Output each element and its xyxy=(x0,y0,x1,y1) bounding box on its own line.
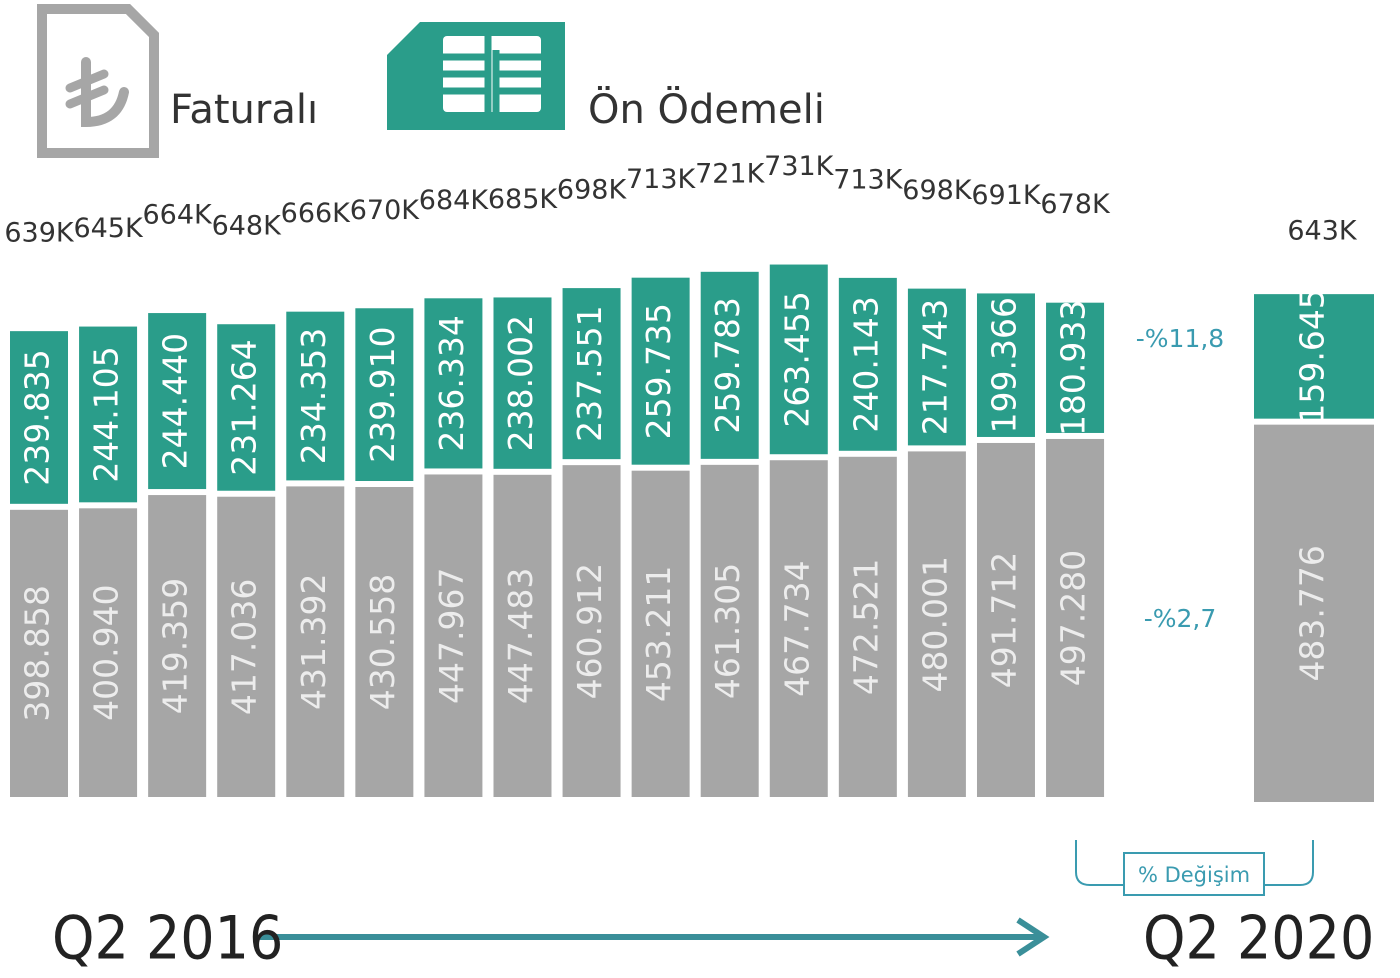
segment-label: 430.558 xyxy=(363,574,402,710)
segment-label: 447.483 xyxy=(501,568,540,704)
total-label: 670K xyxy=(350,195,421,226)
segment-label: 398.858 xyxy=(18,585,57,721)
total-label: 721K xyxy=(695,158,766,189)
arrow-head xyxy=(1016,917,1050,957)
segment-label: 239.835 xyxy=(18,349,57,485)
prepaid-bar xyxy=(1254,294,1374,419)
postpaid-bar xyxy=(148,495,207,797)
total-label: 643K xyxy=(1287,216,1358,247)
total-label: 684K xyxy=(419,185,490,216)
total-label: 678K xyxy=(1040,189,1111,220)
postpaid-bar xyxy=(562,465,621,797)
segment-label: 417.036 xyxy=(225,579,264,715)
segment-label: 239.910 xyxy=(363,326,402,462)
segment-label: 159.645 xyxy=(1293,288,1332,424)
prepaid-bar xyxy=(355,308,414,481)
postpaid-bar xyxy=(424,474,483,797)
prepaid-bar xyxy=(907,288,966,446)
total-label: 685K xyxy=(488,184,559,215)
total-label: 731K xyxy=(764,151,835,182)
total-label: 666K xyxy=(281,198,352,229)
segment-label: 237.551 xyxy=(570,305,609,441)
segment-label: 431.392 xyxy=(294,573,333,709)
prepaid-bar xyxy=(148,313,207,490)
total-label: 698K xyxy=(902,175,973,206)
segment-label: 231.264 xyxy=(225,339,264,475)
postpaid-bar xyxy=(976,442,1035,797)
change-caption: % Değişim xyxy=(1138,863,1250,887)
segment-label: 472.521 xyxy=(846,559,885,695)
segment-label: 244.105 xyxy=(87,346,126,482)
prepaid-bar xyxy=(79,326,138,503)
legend-prepaid: Ön Ödemeli xyxy=(588,85,825,133)
segment-label: 467.734 xyxy=(777,560,816,696)
postpaid-bar xyxy=(355,486,414,797)
total-label: 713K xyxy=(626,164,697,195)
segment-label: 447.967 xyxy=(432,567,471,703)
postpaid-bar xyxy=(700,464,759,797)
segment-label: 238.002 xyxy=(501,315,540,451)
postpaid-bar xyxy=(1046,438,1105,797)
segment-label: 483.776 xyxy=(1293,545,1332,681)
prepaid-bar xyxy=(631,277,690,465)
prepaid-icon xyxy=(387,22,565,130)
segment-label: 259.783 xyxy=(708,297,747,433)
segment-label: 491.712 xyxy=(984,552,1023,688)
prepaid-bar xyxy=(424,298,483,469)
prepaid-bar xyxy=(286,311,345,481)
total-label: 713K xyxy=(833,164,904,195)
segment-label: 497.280 xyxy=(1054,550,1093,686)
segment-label: 217.743 xyxy=(915,299,954,435)
prepaid-bar xyxy=(562,288,621,460)
prepaid-bar xyxy=(700,271,759,459)
postpaid-bar xyxy=(838,456,897,797)
segment-label: 400.940 xyxy=(87,584,126,720)
segment-label: 236.334 xyxy=(432,315,471,451)
postpaid-bar xyxy=(79,508,138,797)
postpaid-icon xyxy=(37,4,159,158)
segment-label: 240.143 xyxy=(846,296,885,432)
prepaid-bar xyxy=(10,331,68,504)
segment-label: 199.366 xyxy=(984,297,1023,433)
total-label: 648K xyxy=(212,211,283,242)
total-label: 664K xyxy=(143,200,214,231)
segment-label: 419.359 xyxy=(156,578,195,714)
postpaid-bar xyxy=(217,496,276,797)
start-label: Q2 2016 xyxy=(52,904,283,974)
total-label: 698K xyxy=(557,175,628,206)
segment-label: 259.735 xyxy=(639,303,678,439)
change-prepaid: -%11,8 xyxy=(1136,324,1224,353)
prepaid-bar xyxy=(217,324,276,491)
segment-label: 263.455 xyxy=(777,291,816,427)
postpaid-bar xyxy=(493,474,552,797)
segment-label: 480.001 xyxy=(915,556,954,692)
postpaid-bar xyxy=(907,451,966,797)
legend-postpaid: Faturalı xyxy=(170,87,318,133)
segment-label: 453.211 xyxy=(639,566,678,702)
prepaid-bar xyxy=(769,264,828,455)
segment-label: 460.912 xyxy=(570,563,609,699)
segment-label: 180.933 xyxy=(1054,300,1093,436)
change-box xyxy=(1123,852,1265,896)
total-label: 645K xyxy=(73,213,144,244)
postpaid-bar xyxy=(769,460,828,797)
total-label: 691K xyxy=(971,180,1042,211)
postpaid-bar xyxy=(1254,424,1374,802)
total-label: 639K xyxy=(4,218,75,249)
segment-label: 461.305 xyxy=(708,563,747,699)
segment-label: 244.440 xyxy=(156,333,195,469)
prepaid-bar xyxy=(838,277,897,451)
end-label: Q2 2020 xyxy=(1143,904,1374,974)
change-postpaid: -%2,7 xyxy=(1144,604,1217,633)
postpaid-bar xyxy=(10,509,68,797)
prepaid-bar xyxy=(493,297,552,469)
segment-label: 234.353 xyxy=(294,328,333,464)
prepaid-bar xyxy=(1046,302,1105,433)
postpaid-bar xyxy=(286,486,345,797)
postpaid-bar xyxy=(631,470,690,797)
prepaid-bar xyxy=(976,293,1035,437)
